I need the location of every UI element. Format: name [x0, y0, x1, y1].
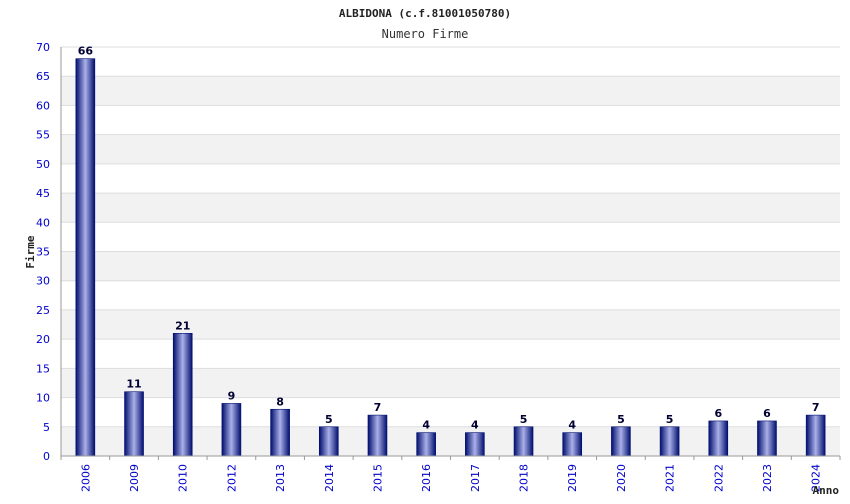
value-label: 7 [812, 401, 820, 414]
value-label: 9 [228, 389, 236, 402]
value-label: 5 [325, 413, 333, 426]
bar [367, 414, 388, 457]
y-tick-label: 35 [36, 246, 50, 259]
grid-band [61, 76, 840, 106]
grid-band [61, 163, 840, 194]
x-tick-label: 2020 [615, 464, 628, 492]
x-tick-label: 2018 [518, 464, 531, 492]
bar [416, 432, 436, 457]
value-label: 21 [175, 319, 190, 332]
grid-band [61, 47, 840, 77]
x-tick-label: 2010 [177, 464, 190, 492]
y-tick-labels: 0 5 10 15 20 25 30 35 40 45 50 55 60 65 70 [36, 41, 50, 463]
grid-band [61, 134, 840, 164]
y-tick-label: 20 [36, 333, 50, 346]
y-tick-label: 0 [43, 450, 50, 463]
x-tick-label: 2009 [128, 464, 141, 492]
y-tick-label: 10 [36, 392, 50, 405]
x-tick-label: 2024 [810, 464, 823, 492]
x-tick-label: 2017 [469, 464, 482, 492]
bars [75, 58, 826, 457]
value-label: 11 [126, 378, 141, 391]
value-label: 5 [520, 413, 528, 426]
bar [513, 426, 534, 457]
y-tick-label: 55 [36, 129, 50, 142]
bar [124, 391, 144, 457]
plot-background-bands [61, 47, 840, 456]
value-label: 5 [666, 413, 674, 426]
y-tick-label: 5 [43, 421, 50, 434]
bar [172, 332, 193, 457]
value-label: 6 [714, 407, 722, 420]
value-label: 8 [276, 395, 284, 408]
x-tick-label: 2022 [712, 464, 725, 492]
bar [270, 408, 290, 457]
value-label: 4 [471, 419, 479, 432]
x-tick-label: 2021 [664, 464, 677, 492]
bar [708, 420, 729, 457]
grid-band [61, 222, 840, 252]
grid-band [61, 251, 840, 281]
y-tick-label: 70 [36, 41, 50, 54]
value-label: 66 [78, 45, 94, 58]
y-tick-label: 25 [36, 304, 50, 317]
y-tick-label: 60 [36, 99, 50, 112]
x-tick-label: 2012 [225, 464, 238, 492]
y-tick-label: 45 [36, 187, 50, 200]
grid-band [61, 193, 840, 223]
bar [562, 432, 583, 457]
bar [659, 426, 680, 457]
x-tick-label: 2013 [274, 464, 287, 492]
y-tick-label: 50 [36, 158, 50, 171]
bar [805, 414, 826, 457]
y-tick-label: 65 [36, 70, 50, 83]
x-axis-label: Anno [813, 484, 840, 497]
y-tick-label: 30 [36, 275, 50, 288]
chart-title: ALBIDONA (c.f.81001050780) [339, 7, 511, 20]
bar [318, 426, 339, 457]
y-tick-label: 40 [36, 216, 50, 229]
bar [75, 58, 96, 457]
y-tick-label: 15 [36, 362, 50, 375]
value-label: 5 [617, 413, 625, 426]
value-label: 4 [568, 419, 576, 432]
x-tick-labels: 2006 2009 2010 2012 2013 2014 2015 2016 2017 2018… [79, 464, 822, 492]
bar [757, 420, 777, 457]
value-label: 4 [422, 419, 430, 432]
x-tick-label: 2014 [323, 464, 336, 492]
x-tick-label: 2019 [566, 464, 579, 492]
value-label: 7 [374, 401, 382, 414]
x-tick-label: 2015 [371, 464, 384, 492]
chart-subtitle: Numero Firme [382, 27, 469, 41]
x-tick-label: 2006 [79, 464, 92, 492]
x-tick-label: 2023 [761, 464, 774, 492]
bar [611, 426, 631, 457]
bar [465, 432, 485, 457]
grid-band [61, 105, 840, 135]
bar [221, 403, 242, 457]
x-tick-label: 2016 [420, 464, 433, 492]
value-label: 6 [763, 407, 771, 420]
y-axis-label: Firme [24, 235, 37, 268]
grid-band [61, 280, 840, 310]
